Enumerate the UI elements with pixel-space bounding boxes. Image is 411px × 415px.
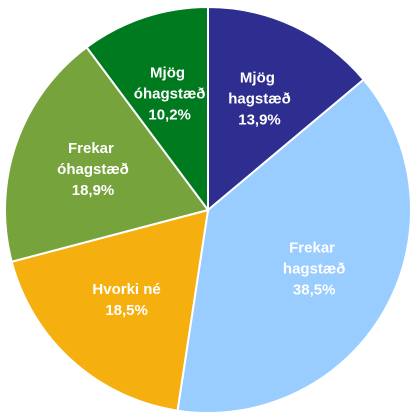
slice-label: Frekar óhagstæð bbox=[57, 140, 129, 178]
value-label: 18,9% bbox=[72, 182, 115, 199]
slice-label: Mjög óhagstæð bbox=[134, 64, 206, 102]
slice-label-line: Frekar bbox=[68, 140, 118, 157]
slice-label: Hvorki né bbox=[92, 281, 160, 298]
slice-label-line: óhagstæð bbox=[134, 85, 206, 102]
slice-label-line: Hvorki né bbox=[92, 281, 160, 298]
pie-slice bbox=[176, 78, 411, 414]
slice-label: Mjög hagstæð bbox=[228, 70, 291, 108]
value-label: 18,5% bbox=[105, 302, 148, 319]
value-label: 38,5% bbox=[293, 282, 336, 299]
slice-label-line: hagstæð bbox=[283, 261, 346, 278]
value-label: 13,9% bbox=[238, 112, 281, 129]
slice-label-line: Mjög bbox=[240, 70, 279, 87]
slice-label: Frekar hagstæð bbox=[283, 240, 346, 278]
slice-label-line: hagstæð bbox=[228, 91, 291, 108]
pie-slice bbox=[4, 45, 210, 263]
slice-label-line: Mjög bbox=[150, 64, 189, 81]
pie-slice bbox=[10, 208, 210, 412]
slice-label-line: Frekar bbox=[289, 240, 339, 257]
pie-slice bbox=[85, 5, 209, 214]
value-label: 10,2% bbox=[148, 106, 191, 123]
pie-slice bbox=[207, 5, 366, 213]
slice-label-line: óhagstæð bbox=[57, 161, 129, 178]
